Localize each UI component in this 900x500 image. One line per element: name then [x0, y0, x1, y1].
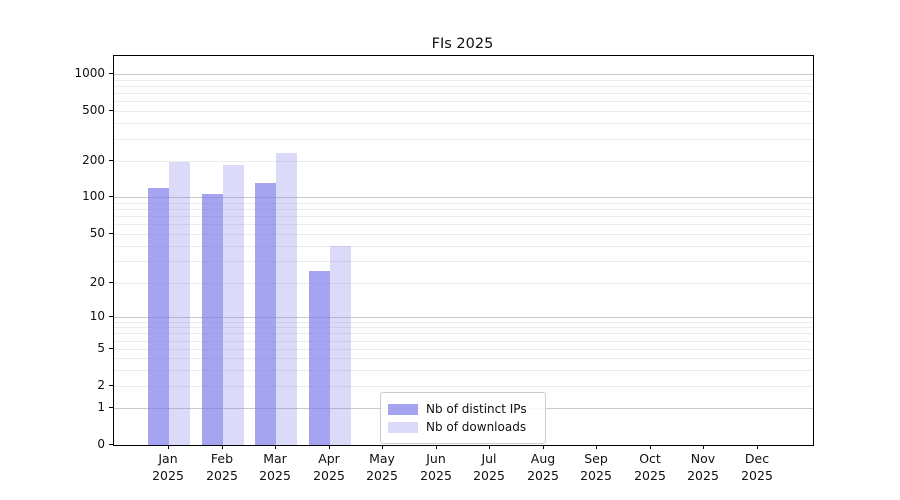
- x-tick-mark: [275, 445, 276, 449]
- y-tick-mark: [109, 385, 113, 386]
- x-tick-mark: [168, 445, 169, 449]
- x-tick-mark: [543, 445, 544, 449]
- x-tick-mark: [489, 445, 490, 449]
- x-tick-label-jun: Jun 2025: [420, 451, 452, 483]
- y-gridline-4: [114, 358, 813, 359]
- y-tick-label: 5: [97, 341, 105, 355]
- y-gridline-600: [114, 101, 813, 102]
- y-gridline-40: [114, 246, 813, 247]
- y-tick-mark: [109, 407, 113, 408]
- y-gridline-200: [114, 161, 813, 162]
- x-tick-label-aug: Aug 2025: [527, 451, 559, 483]
- y-gridline-900: [114, 80, 813, 81]
- x-tick-label-mar: Mar 2025: [259, 451, 291, 483]
- legend-label-downloads: Nb of downloads: [426, 420, 527, 434]
- chart-title: FIs 2025: [431, 36, 494, 52]
- x-tick-label-oct: Oct 2025: [634, 451, 666, 483]
- x-tick-label-sep: Sep 2025: [580, 451, 612, 483]
- legend-swatch-downloads-icon: [388, 421, 418, 433]
- y-gridline-10: [114, 317, 813, 318]
- y-tick-mark: [109, 316, 113, 317]
- y-tick-label: 10: [89, 309, 105, 323]
- y-tick-mark: [109, 196, 113, 197]
- bar-mar-distinct-ips: [255, 183, 276, 445]
- legend-swatch-distinct-ips-icon: [388, 403, 418, 415]
- bar-apr-distinct-ips: [309, 271, 330, 445]
- y-tick-mark: [109, 444, 113, 445]
- bar-feb-distinct-ips: [202, 194, 223, 445]
- x-tick-label-nov: Nov 2025: [687, 451, 719, 483]
- x-tick-mark: [596, 445, 597, 449]
- x-tick-label-may: May 2025: [366, 451, 398, 483]
- y-gridline-60: [114, 224, 813, 225]
- y-gridline-80: [114, 209, 813, 210]
- x-tick-label-apr: Apr 2025: [313, 451, 345, 483]
- bar-jan-downloads: [169, 162, 190, 445]
- x-tick-mark: [703, 445, 704, 449]
- x-tick-mark: [757, 445, 758, 449]
- y-gridline-800: [114, 86, 813, 87]
- legend-item-distinct-ips: Nb of distinct IPs: [388, 401, 536, 417]
- plot-area: Nb of distinct IPs Nb of downloads: [113, 55, 814, 446]
- y-tick-label: 200: [82, 153, 105, 167]
- y-tick-mark: [109, 110, 113, 111]
- y-tick-mark: [109, 348, 113, 349]
- y-tick-mark: [109, 233, 113, 234]
- x-tick-mark: [650, 445, 651, 449]
- y-gridline-300: [114, 139, 813, 140]
- bar-apr-downloads: [330, 246, 351, 445]
- y-tick-label: 500: [82, 103, 105, 117]
- y-gridline-5: [114, 349, 813, 350]
- y-tick-mark: [109, 73, 113, 74]
- x-tick-label-jan: Jan 2025: [152, 451, 184, 483]
- y-gridline-50: [114, 234, 813, 235]
- y-tick-label: 2: [97, 378, 105, 392]
- bar-jan-distinct-ips: [148, 188, 169, 445]
- y-tick-label: 20: [89, 275, 105, 289]
- x-tick-label-jul: Jul 2025: [473, 451, 505, 483]
- y-tick-label: 0: [97, 437, 105, 451]
- legend-label-distinct-ips: Nb of distinct IPs: [426, 402, 527, 416]
- y-tick-mark: [109, 282, 113, 283]
- y-gridline-1000: [114, 74, 813, 75]
- y-tick-label: 1: [97, 400, 105, 414]
- legend: Nb of distinct IPs Nb of downloads: [380, 392, 546, 444]
- y-gridline-3: [114, 370, 813, 371]
- y-tick-mark: [109, 160, 113, 161]
- y-tick-label: 100: [82, 189, 105, 203]
- y-tick-label: 50: [89, 226, 105, 240]
- y-gridline-100: [114, 197, 813, 198]
- y-gridline-500: [114, 111, 813, 112]
- y-gridline-7: [114, 333, 813, 334]
- y-gridline-6: [114, 341, 813, 342]
- x-tick-label-feb: Feb 2025: [206, 451, 238, 483]
- y-gridline-30: [114, 261, 813, 262]
- bar-mar-downloads: [276, 153, 297, 445]
- bar-feb-downloads: [223, 165, 244, 445]
- y-gridline-70: [114, 216, 813, 217]
- y-gridline-400: [114, 123, 813, 124]
- y-gridline-8: [114, 327, 813, 328]
- x-tick-mark: [382, 445, 383, 449]
- x-tick-mark: [329, 445, 330, 449]
- x-tick-mark: [222, 445, 223, 449]
- y-tick-label: 1000: [74, 66, 105, 80]
- y-gridline-9: [114, 322, 813, 323]
- legend-item-downloads: Nb of downloads: [388, 419, 536, 435]
- x-tick-label-dec: Dec 2025: [741, 451, 773, 483]
- y-gridline-2: [114, 386, 813, 387]
- x-tick-mark: [436, 445, 437, 449]
- y-gridline-700: [114, 93, 813, 94]
- y-gridline-90: [114, 203, 813, 204]
- y-gridline-20: [114, 283, 813, 284]
